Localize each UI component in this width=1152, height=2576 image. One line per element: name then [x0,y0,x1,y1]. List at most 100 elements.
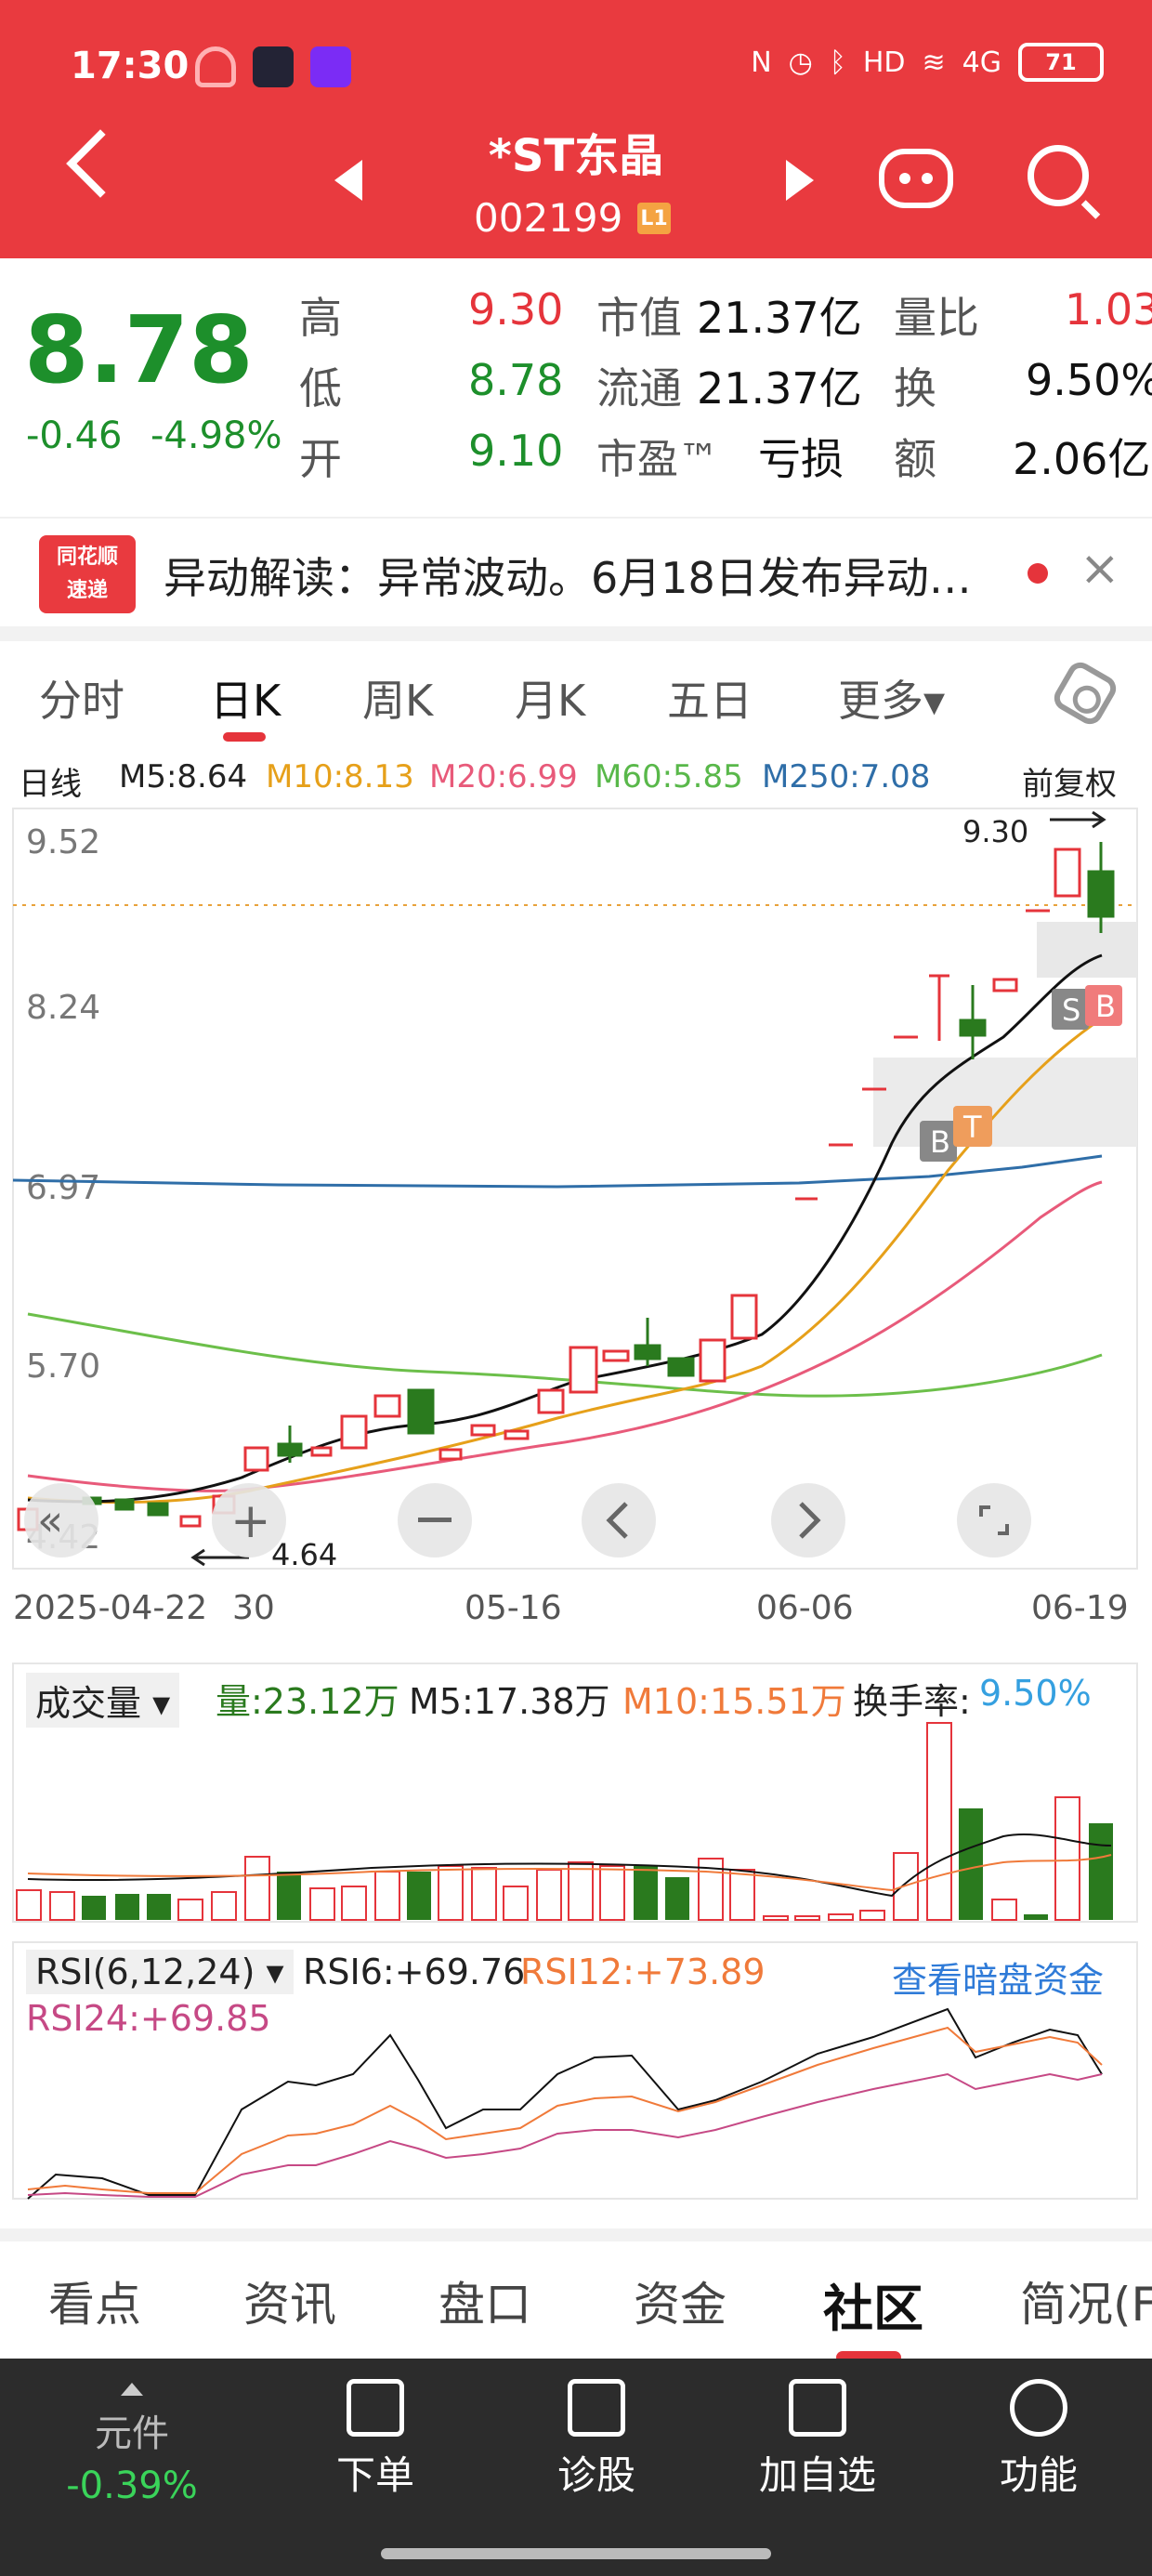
scroll-right-button[interactable] [771,1483,845,1557]
tab-monthly-k[interactable]: 月K [515,676,586,726]
tab-more[interactable]: 更多▾ [838,676,946,726]
news-logo: 同花顺 速递 [39,535,136,613]
buy-marker-2[interactable] [1085,985,1122,1026]
ma10-value: M10:8.13 [266,758,414,795]
mcap-value: 21.37亿 [697,293,862,343]
rewind-button[interactable] [24,1483,98,1557]
header-bar: 17:30 N ◷ ᛒ HD ≋ 4G 71 *ST东晶 002199 L1 [0,0,1152,258]
caret-up-icon [121,2383,143,2396]
amount-label: 额 [894,434,936,484]
home-indicator[interactable] [381,2548,771,2559]
tab-highlights[interactable]: 看点 [48,2278,141,2332]
add-watchlist-label: 加自选 [758,2452,876,2498]
open-value: 9.10 [468,426,564,476]
price-change: -0.46 [26,414,123,457]
amount-value: 2.06亿 [1013,434,1151,484]
scroll-left-button[interactable] [582,1483,656,1557]
date-label: 30 [232,1589,275,1627]
news-banner[interactable]: 同花顺 速递 异动解读：异常波动。6月18日发布异动… × [0,517,1152,626]
bluetooth-icon: ᛒ [829,46,846,79]
low-label: 低 [299,363,342,414]
tab-weekly-k[interactable]: 周K [362,676,434,726]
app-notification-icon [310,46,351,87]
stock-name: *ST东晶 [488,130,664,182]
ma60-value: M60:5.85 [595,758,743,795]
turnover-rate-value: 9.50% [979,1673,1092,1714]
high-value: 9.30 [468,284,564,335]
low-value: 8.78 [468,355,564,405]
buy-marker-2-label: B [1095,989,1116,1024]
volume-selector[interactable]: 成交量 ▾ [26,1673,180,1728]
vol-ma10-line [27,1854,1112,1892]
kline-frame [12,808,1138,1570]
divider [0,626,1152,641]
date-end: 06-19 [1031,1589,1129,1627]
vol-ratio-label: 量比 [894,293,979,343]
date-label: 05-16 [465,1589,562,1627]
open-label: 开 [299,434,342,484]
add-watchlist-button[interactable]: 加自选 [725,2379,910,2501]
buy-marker[interactable] [920,1121,957,1162]
chevron-left-icon [606,1502,628,1539]
next-stock-icon[interactable] [786,160,814,201]
sell-marker[interactable] [1052,989,1089,1030]
zoom-in-button[interactable] [212,1483,286,1557]
high-marker: 9.30 [962,814,1028,849]
turnover-value: 9.50% [1026,355,1152,405]
price-band-upper [1037,922,1137,978]
buy-marker-label: B [930,1124,950,1160]
quote-panel: 8.78 -0.46 -4.98% 高 9.30 低 8.78 开 9.10 市… [0,258,1152,502]
level-badge: L1 [637,203,671,234]
y-tick: 5.70 [26,1347,100,1386]
sector-button[interactable]: 元件 -0.39% [39,2372,225,2507]
ma20-line [27,1180,1103,1492]
tab-news[interactable]: 资讯 [243,2278,336,2332]
t-marker[interactable] [953,1106,992,1147]
tab-community[interactable]: 社区 [823,2280,923,2338]
function-button[interactable]: 功能 [946,2379,1132,2501]
adjust-mode[interactable]: 前复权 [1022,766,1117,803]
ma-legend: 日线 M5:8.64 M10:8.13 M20:6.99 M60:5.85 M2… [0,751,1152,807]
alarm-icon: ◷ [788,46,813,79]
prev-stock-icon[interactable] [334,160,362,201]
stock-code: 002199 [474,195,623,241]
volume-value: 量:23.12万 [216,1681,399,1722]
ma5-line [27,953,1103,1504]
bottom-toolbar: 元件 -0.39% 下单 诊股 加自选 功能 [0,2359,1152,2576]
float-value: 21.37亿 [697,363,862,414]
t-marker-label: T [962,1110,982,1145]
vol-m5: M5:17.38万 [409,1681,610,1722]
tab-intraday[interactable]: 分时 [39,676,124,726]
chevron-right-icon [799,1502,821,1539]
active-tab-indicator [223,732,266,742]
rsi24-value: RSI24:+69.85 [26,1998,271,2039]
tab-profile[interactable]: 简况(F [1020,2278,1152,2332]
rsi-selector[interactable]: RSI(6,12,24) ▾ [26,1950,294,1994]
ma20-value: M20:6.99 [429,758,578,795]
fullscreen-button[interactable] [957,1483,1031,1557]
date-label: 06-06 [756,1589,854,1627]
info-tabs: 看点 资讯 盘口 资金 社区 简况(F [0,2228,1152,2364]
search-icon[interactable] [1028,145,1089,206]
close-icon[interactable]: × [1080,541,1120,597]
tab-capital[interactable]: 资金 [634,2278,727,2332]
volume-bars [16,1722,1113,1921]
order-button[interactable]: 下单 [282,2379,468,2501]
pe-label: 市盈™ [596,436,719,483]
ma250-value: M250:7.08 [762,758,931,795]
order-label: 下单 [335,2452,414,2498]
dark-pool-link[interactable]: 查看暗盘资金 [892,1960,1105,2001]
tab-five-day[interactable]: 五日 [667,676,753,726]
rsi12-line [27,2026,1103,2194]
tab-order-book[interactable]: 盘口 [439,2278,531,2332]
volume-header: 成交量 ▾ 量:23.12万 M5:17.38万 M10:15.51万 换手率:… [0,1663,1152,1728]
mcap-label: 市值 [596,293,682,343]
status-time: 17:30 [71,45,190,87]
robot-assistant-icon[interactable] [879,149,953,208]
menu-circle-icon [1010,2379,1067,2437]
y-tick: 6.97 [26,1169,100,1207]
diagnose-button[interactable]: 诊股 [504,2379,689,2501]
mail-icon [253,46,294,87]
tab-daily-k[interactable]: 日K [210,676,281,726]
